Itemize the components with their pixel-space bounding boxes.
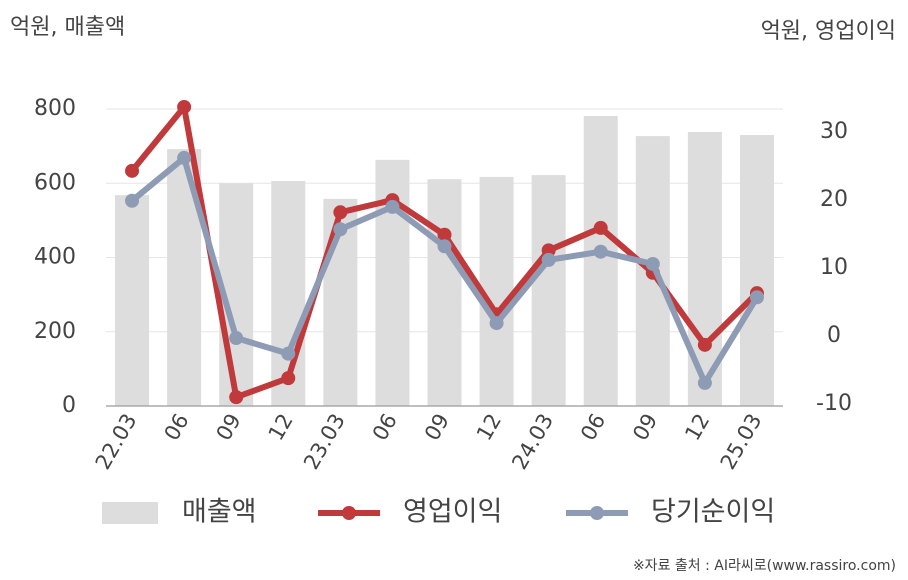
point [697,337,712,352]
x-tick-label: 09 [212,410,246,445]
y-tick-label: 600 [34,170,76,195]
y2-tick-label: 10 [820,255,848,280]
y2-tick-label: 0 [827,323,841,348]
y-tick-label: 400 [34,245,76,270]
point [177,99,192,114]
point [281,371,296,386]
point [125,163,140,178]
legend-label: 매출액 [182,497,257,528]
y2-tick-label: 20 [820,187,848,212]
point [177,150,192,165]
point [333,205,348,220]
point [697,375,712,390]
x-tick-label: 24.03 [507,410,558,474]
x-tick-label: 06 [159,410,193,445]
x-tick-label: 06 [368,410,402,445]
bar [739,134,774,407]
point [593,244,608,259]
legend-swatch [590,506,604,520]
legend-swatch [342,506,356,520]
bar [115,195,150,406]
point [229,331,244,346]
point [333,222,348,237]
x-tick-label: 23.03 [299,410,350,474]
x-tick-label: 25.03 [716,410,767,474]
x-tick-label: 22.03 [91,410,142,474]
point [593,220,608,235]
point [645,256,660,271]
point [437,239,452,254]
point [229,390,244,405]
source: ※자료 출처 : AI라씨로(www.rassiro.com) [633,558,896,574]
y-tick-label: 800 [34,96,76,121]
bar [583,116,618,407]
bar [531,175,566,406]
y-tick-label: 0 [62,393,76,418]
bar [427,179,462,406]
legend-label: 당기순이익 [651,497,775,528]
x-tick-label: 09 [628,410,662,445]
y-tick-label: 200 [34,319,76,344]
point [281,346,296,361]
point [437,227,452,242]
y2-tick-label: 30 [820,119,848,144]
y2-axis-title: 억원, 영업이익 [761,19,896,44]
legend-label: 영업이익 [403,497,502,528]
x-tick-label: 12 [472,409,506,444]
point [385,199,400,214]
point [749,290,764,305]
x-tick-label: 09 [420,410,454,445]
x-tick-label: 12 [264,410,298,445]
x-tick-label: 06 [576,410,610,445]
y-axis-title: 억원, 매출액 [10,15,125,40]
y2-tick-label: -10 [816,391,852,416]
point [541,252,556,267]
x-tick-label: 12 [680,410,714,445]
point [125,193,140,208]
legend-swatch [102,502,158,524]
point [489,316,504,331]
